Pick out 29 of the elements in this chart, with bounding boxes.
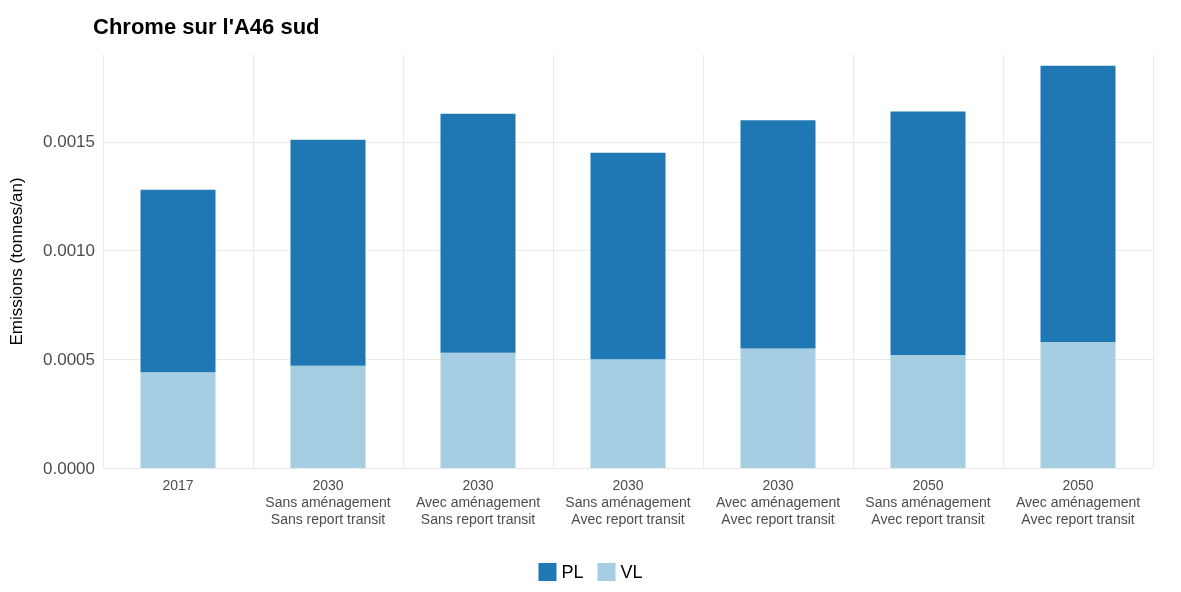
bar: [740, 348, 816, 468]
y-tick-label: 0.0015: [43, 132, 95, 152]
bar: [290, 365, 366, 468]
x-tick-label: 2030 Sans aménagement Avec report transit: [565, 476, 691, 527]
bar: [1040, 341, 1116, 468]
chart-title: Chrome sur l'A46 sud: [93, 13, 320, 39]
bar: [1040, 65, 1116, 342]
x-tick-label: 2017: [162, 476, 194, 493]
y-tick-label: 0.0010: [43, 241, 95, 261]
bar: [140, 372, 216, 468]
bar: [590, 359, 666, 468]
x-tick-label: 2030 Sans aménagement Sans report transit: [265, 476, 391, 527]
x-tick-label: 2050 Avec aménagement Avec report transit: [1015, 476, 1141, 527]
bar: [890, 111, 966, 355]
x-tick-label: 2030 Avec aménagement Sans report transit: [415, 476, 541, 527]
x-tick-label: 2030 Avec aménagement Avec report transit: [715, 476, 841, 527]
y-tick-label: 0.0005: [43, 349, 95, 369]
y-axis-title: Emissions (tonnes/an): [7, 177, 26, 346]
bar: [440, 113, 516, 353]
legend-label: PL: [561, 562, 584, 582]
y-tick-label: 0.0000: [43, 458, 95, 478]
x-tick-label: 2050 Sans aménagement Avec report transit: [865, 476, 991, 527]
legend-label: VL: [620, 562, 643, 582]
bar: [290, 139, 366, 366]
bar: [890, 354, 966, 468]
bar: [740, 120, 816, 349]
bar: [440, 352, 516, 468]
bar: [590, 152, 666, 360]
bar: [140, 189, 216, 373]
